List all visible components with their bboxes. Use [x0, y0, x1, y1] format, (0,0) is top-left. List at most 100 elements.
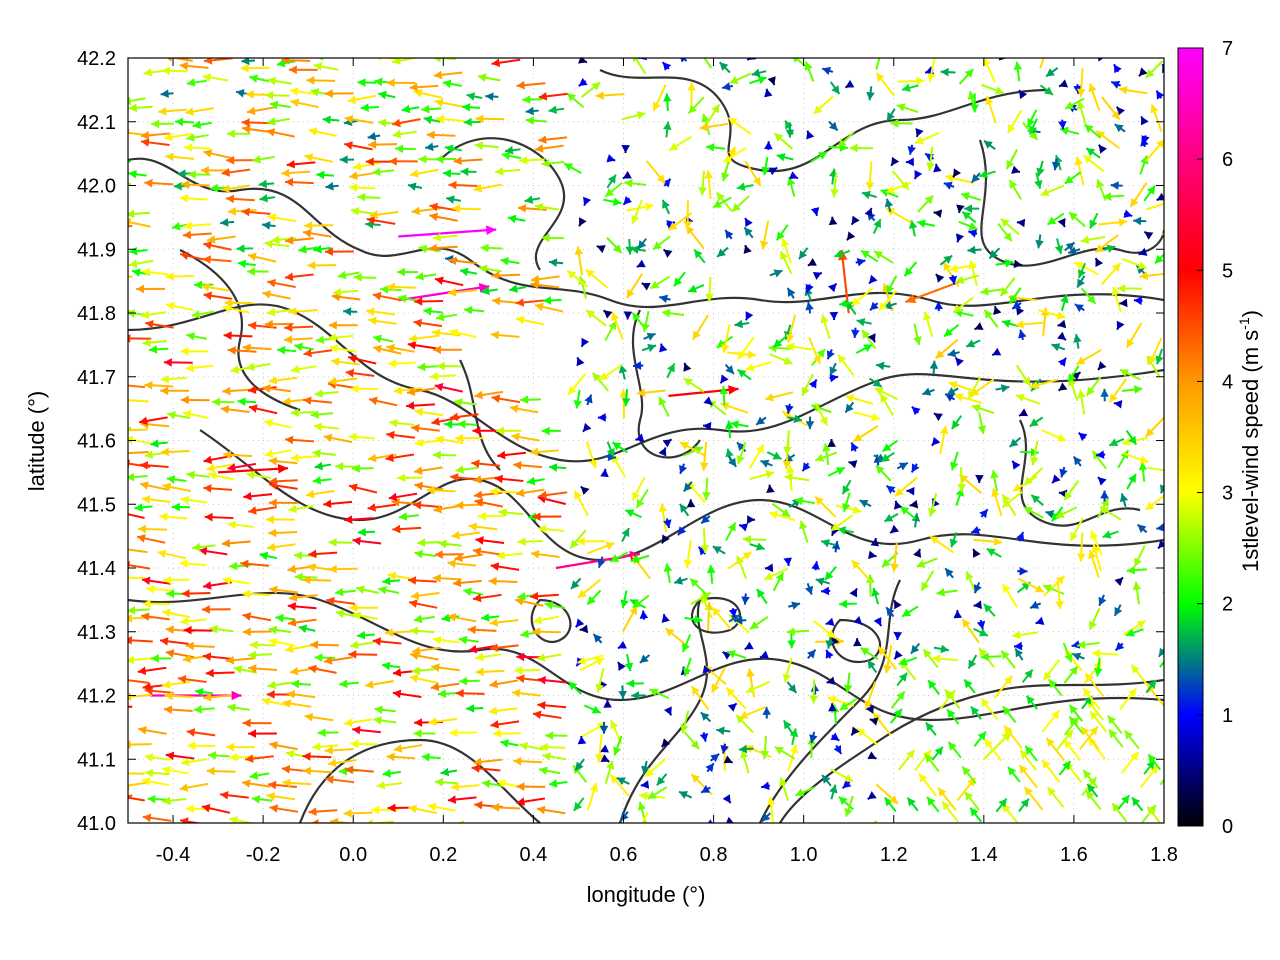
wind-arrow [408, 804, 437, 815]
wind-arrow [948, 380, 977, 393]
wind-arrow [1140, 115, 1149, 126]
wind-arrow [875, 464, 892, 482]
wind-arrow [514, 597, 544, 607]
wind-arrow [868, 377, 883, 388]
wind-arrow [679, 441, 706, 457]
wind-arrow [501, 151, 522, 161]
terrain-contour-line [631, 309, 701, 459]
wind-arrow [926, 146, 935, 172]
wind-arrow [828, 703, 837, 712]
wind-arrow [1057, 382, 1068, 392]
wind-arrow [663, 563, 673, 584]
wind-arrow [967, 245, 982, 255]
wind-arrow [537, 675, 567, 685]
wind-arrow [623, 311, 633, 320]
wind-arrow [414, 407, 444, 417]
wind-arrow [973, 600, 982, 610]
wind-arrow [896, 672, 908, 687]
wind-arrow [128, 796, 145, 802]
wind-arrow [661, 44, 669, 57]
wind-arrow [150, 654, 172, 663]
y-tick-label: 41.2 [77, 686, 116, 708]
wind-arrow [99, 144, 128, 153]
wind-arrow [459, 267, 478, 277]
wind-arrow [436, 361, 461, 371]
wind-arrow [742, 535, 767, 544]
wind-arrow [347, 354, 377, 365]
wind-arrow [897, 749, 916, 771]
wind-arrow [1013, 61, 1023, 82]
wind-arrow [909, 499, 919, 509]
wind-arrow [203, 291, 233, 301]
wind-arrow [630, 245, 646, 254]
wind-arrow [759, 220, 770, 250]
wind-arrow [268, 498, 298, 508]
wind-arrow [1098, 217, 1128, 227]
wind-arrow [886, 108, 896, 122]
wind-arrow [548, 105, 565, 115]
wind-arrow [659, 294, 671, 304]
wind-arrow [893, 631, 903, 641]
wind-arrow [1143, 759, 1156, 775]
wind-arrow [532, 710, 562, 720]
wind-arrow [185, 641, 215, 651]
wind-arrow [599, 744, 610, 753]
wind-arrow [682, 481, 693, 493]
wind-arrow [98, 712, 127, 721]
wind-arrow [268, 625, 292, 635]
wind-arrow [286, 159, 316, 169]
wind-arrow [579, 657, 605, 672]
wind-arrow [814, 402, 829, 426]
wind-arrow [848, 460, 858, 469]
wind-arrow [910, 642, 921, 655]
wind-arrow [995, 798, 1008, 813]
wind-arrow [137, 666, 167, 675]
wind-arrow [972, 548, 981, 558]
wind-arrow [722, 794, 732, 804]
wind-arrow [344, 115, 374, 124]
wind-arrow [983, 730, 1013, 761]
wind-arrow [993, 675, 1013, 699]
wind-arrow [1114, 123, 1126, 133]
wind-arrow [180, 395, 210, 405]
wind-arrow [281, 58, 311, 65]
wind-arrow [182, 230, 212, 240]
wind-arrow [1034, 172, 1043, 189]
wind-arrow [1091, 649, 1119, 658]
wind-arrow [883, 644, 893, 674]
wind-arrow [432, 635, 460, 645]
wind-arrow [447, 288, 477, 297]
wind-arrow [431, 663, 461, 672]
wind-arrow [519, 741, 544, 751]
wind-arrow [128, 209, 150, 219]
wind-arrow [970, 705, 982, 720]
wind-arrow [179, 61, 209, 71]
wind-arrow [202, 652, 232, 661]
wind-arrow [352, 536, 382, 546]
wind-arrow [266, 307, 293, 317]
wind-arrow [1154, 253, 1164, 265]
wind-arrow [874, 387, 898, 401]
wind-arrow [335, 609, 360, 619]
wind-arrow [165, 301, 194, 311]
wind-arrow [1148, 337, 1163, 365]
wind-arrow [525, 106, 539, 116]
wind-arrow [1076, 68, 1086, 97]
wind-arrow [927, 679, 940, 695]
wind-arrow [194, 687, 214, 697]
wind-arrow [810, 151, 828, 163]
wind-arrow [980, 652, 1002, 662]
wind-arrow [105, 471, 125, 479]
wind-arrow [1123, 58, 1127, 60]
wind-arrow [128, 676, 150, 684]
wind-arrow [451, 530, 481, 540]
wind-arrow [681, 633, 692, 653]
y-tick-label: 41.8 [77, 303, 116, 325]
wind-arrow [911, 405, 921, 416]
wind-arrow [1057, 218, 1066, 228]
wind-arrow [859, 646, 879, 661]
wind-arrow [1005, 148, 1019, 170]
wind-arrow [497, 450, 526, 460]
wind-arrow [207, 751, 230, 760]
wind-arrow [1012, 630, 1038, 640]
